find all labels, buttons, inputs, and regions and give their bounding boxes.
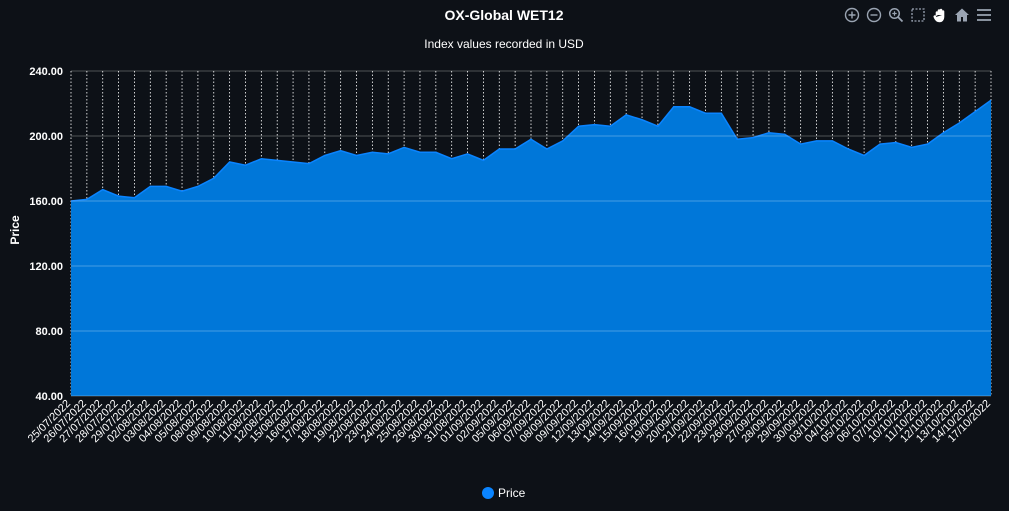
menu-button[interactable] xyxy=(975,6,993,24)
y-tick-label: 80.00 xyxy=(35,326,63,338)
zoom-out-button[interactable] xyxy=(865,6,883,24)
menu-icon xyxy=(977,9,991,21)
pan-hand-icon xyxy=(933,8,945,23)
y-tick-label: 120.00 xyxy=(29,261,63,273)
magnifier-icon xyxy=(888,7,904,23)
zoom-out-icon xyxy=(866,7,882,23)
zoom-in-icon xyxy=(844,7,860,23)
y-tick-label: 160.00 xyxy=(29,196,63,208)
selection-icon xyxy=(911,8,925,22)
area-series xyxy=(70,99,992,396)
zoom-in-button[interactable] xyxy=(843,6,861,24)
price-area xyxy=(71,100,991,396)
y-axis-label: Price xyxy=(8,215,22,245)
legend[interactable]: Price xyxy=(482,486,526,500)
reset-zoom-button[interactable] xyxy=(953,6,971,24)
legend-label[interactable]: Price xyxy=(498,486,526,500)
chart-toolbar xyxy=(843,6,993,24)
y-axis: 40.00 80.00 120.00 160.00 200.00 240.00 xyxy=(29,66,991,403)
pan-button[interactable] xyxy=(931,6,949,24)
price-line xyxy=(70,99,992,202)
zoom-select-button[interactable] xyxy=(887,6,905,24)
home-icon xyxy=(955,8,969,22)
chart-subtitle: Index values recorded in USD xyxy=(424,37,584,51)
selection-button[interactable] xyxy=(909,6,927,24)
chart-title: OX-Global WET12 xyxy=(444,7,563,23)
y-tick-label: 240.00 xyxy=(29,66,63,78)
legend-marker[interactable] xyxy=(482,487,494,499)
y-tick-label: 40.00 xyxy=(35,391,63,403)
x-axis: 25/07/202226/07/202227/07/202228/07/2022… xyxy=(26,398,993,445)
y-tick-label: 200.00 xyxy=(29,131,63,143)
